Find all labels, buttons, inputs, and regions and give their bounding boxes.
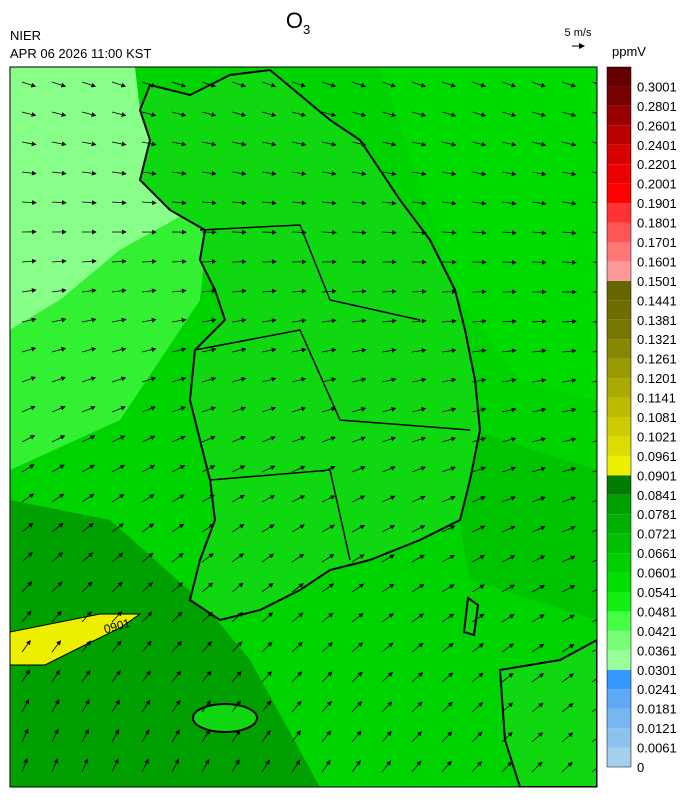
colorbar-label: 0.1021 (637, 429, 677, 444)
wind-reference: 5 m/s (565, 27, 592, 39)
colorbar-bin (607, 378, 631, 397)
wind-arrow (202, 261, 216, 262)
colorbar-bin (607, 281, 631, 300)
colorbar-bin (607, 514, 631, 533)
colorbar-label: 0.1901 (637, 196, 677, 211)
colorbar-label: 0.1501 (637, 274, 677, 289)
colorbar-bin (607, 670, 631, 689)
title-text: O (286, 8, 303, 33)
colorbar-bin (607, 320, 631, 339)
colorbar-label: 0 (637, 760, 644, 775)
title: O3 (286, 8, 310, 37)
colorbar-bin (607, 300, 631, 319)
colorbar-bin (607, 436, 631, 455)
colorbar-bin (607, 261, 631, 280)
colorbar-bin (607, 592, 631, 611)
colorbar-label: 0.0841 (637, 488, 677, 503)
colorbar-bin (607, 611, 631, 630)
colorbar-bin (607, 475, 631, 494)
colorbar-bin (607, 106, 631, 125)
colorbar-label: 0.0901 (637, 468, 677, 483)
colorbar-label: 0.2201 (637, 157, 677, 172)
colorbar-bin (607, 728, 631, 747)
colorbar-label: 0.1141 (637, 391, 676, 406)
timestamp: APR 06 2026 11:00 KST (10, 46, 151, 61)
map: 0901 (10, 67, 606, 787)
source: NIER (10, 28, 41, 43)
colorbar-bin (607, 145, 631, 164)
colorbar: 0 0.0061 0.0121 0.0181 0.0241 0.0301 0.0361 0.0… (607, 67, 677, 775)
colorbar-label: 0.2801 (637, 99, 677, 114)
colorbar-label: 0.2601 (637, 118, 677, 133)
title-subscript: 3 (303, 22, 310, 37)
colorbar-bin (607, 223, 631, 242)
colorbar-bin (607, 125, 631, 144)
colorbar-bin (607, 398, 631, 417)
colorbar-bin (607, 650, 631, 669)
wind-arrow (532, 262, 546, 263)
colorbar-bin (607, 689, 631, 708)
colorbar-label: 0.0661 (637, 546, 677, 561)
colorbar-label: 0.0961 (637, 449, 677, 464)
colorbar-bin (607, 67, 631, 86)
colorbar-bin (607, 184, 631, 203)
colorbar-bin (607, 709, 631, 728)
colorbar-label: 0.0361 (637, 643, 677, 658)
colorbar-label: 0.0421 (637, 624, 677, 639)
colorbar-label: 0.1441 (637, 293, 677, 308)
colorbar-label: 0.0121 (637, 721, 677, 736)
colorbar-label: 0.1201 (637, 371, 677, 386)
colorbar-bin (607, 553, 631, 572)
colorbar-label: 0.0301 (637, 663, 677, 678)
colorbar-label: 0.1381 (637, 313, 677, 328)
wind-arrow (292, 232, 306, 233)
colorbar-bin (607, 456, 631, 475)
colorbar-bin (607, 495, 631, 514)
colorbar-bin (607, 748, 631, 767)
colorbar-label: 0.1601 (637, 254, 677, 269)
colorbar-bin (607, 339, 631, 358)
colorbar-label: 0.0721 (637, 527, 677, 542)
colorbar-bin (607, 417, 631, 436)
colorbar-label: 0.0061 (637, 741, 677, 756)
colorbar-bin (607, 573, 631, 592)
jeju (193, 704, 257, 732)
colorbar-bin (607, 203, 631, 222)
colorbar-label: 0.1701 (637, 235, 677, 250)
colorbar-bin (607, 534, 631, 553)
colorbar-bin (607, 86, 631, 105)
colorbar-label: 0.0541 (637, 585, 677, 600)
colorbar-bin (607, 242, 631, 261)
colorbar-label: 0.0181 (637, 702, 677, 717)
colorbar-label: 0.1321 (637, 332, 677, 347)
colorbar-label: 0.1081 (637, 410, 677, 425)
colorbar-label: 0.0241 (637, 682, 677, 697)
colorbar-unit: ppmV (612, 44, 646, 59)
colorbar-label: 0.0481 (637, 604, 677, 619)
colorbar-label: 0.1261 (637, 352, 677, 367)
colorbar-label: 0.0781 (637, 507, 677, 522)
colorbar-label: 0.0601 (637, 566, 677, 581)
colorbar-label: 0.2401 (637, 138, 677, 153)
colorbar-bin (607, 164, 631, 183)
colorbar-label: 0.3001 (637, 79, 677, 94)
colorbar-label: 0.2001 (637, 177, 677, 192)
colorbar-label: 0.1801 (637, 216, 677, 231)
colorbar-bin (607, 359, 631, 378)
colorbar-bin (607, 631, 631, 650)
